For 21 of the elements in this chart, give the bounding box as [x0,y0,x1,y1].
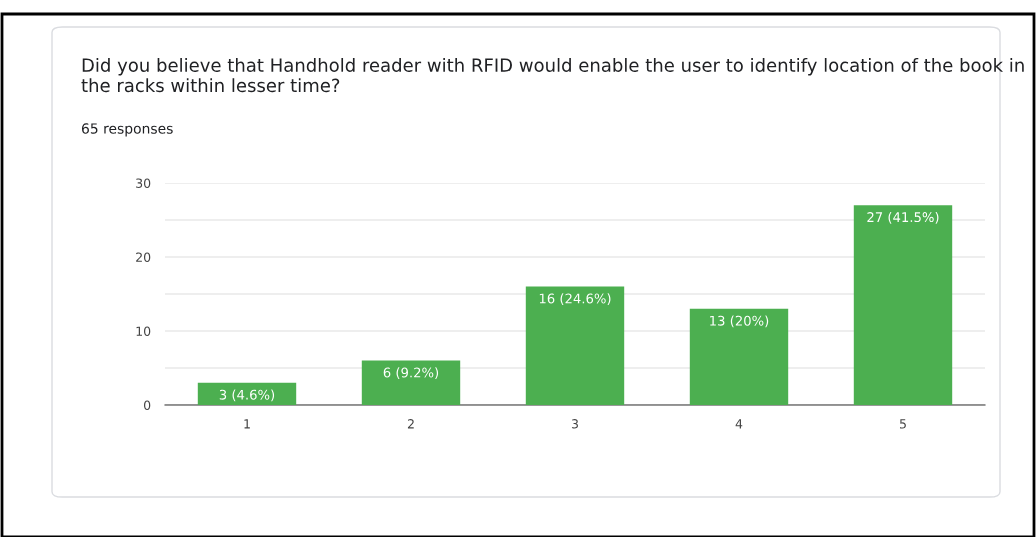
chart-title: Did you believe that Handhold reader with RFID would enable the user to identify location of the book in the racks within lesser time? [81,58,1024,93]
bar [853,205,953,405]
x-tick-label: 1 [244,419,250,429]
y-tick-label: 20 [136,252,151,262]
data-label: 27 (41.5%) [867,211,939,224]
y-tick-label: 30 [136,178,151,188]
chart-subtitle: 65 responses [81,123,173,137]
bar [525,286,625,405]
x-tick-label: 4 [735,419,743,429]
bar [689,308,789,405]
bar [197,382,297,405]
data-label: 13 (20%) [710,315,769,328]
y-tick-label: 10 [136,326,151,336]
x-tick-label: 2 [407,419,414,429]
data-label: 16 (24.6%) [539,293,611,306]
y-tick-label: 0 [143,400,151,410]
x-tick-label: 5 [899,419,906,429]
data-label: 3 (4.6%) [219,389,275,402]
x-tick-label: 3 [571,419,578,429]
data-label: 6 (9.2%) [383,367,439,380]
bar [361,360,461,405]
